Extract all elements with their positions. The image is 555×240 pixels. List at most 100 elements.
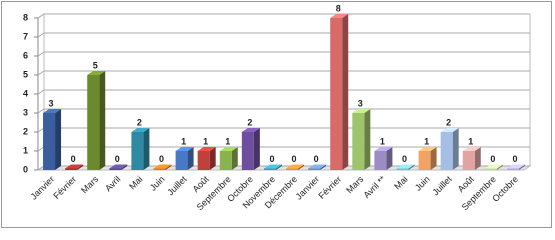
y-tick-label: 5 xyxy=(23,69,28,79)
bar xyxy=(153,168,166,170)
y-tick-label: 7 xyxy=(23,31,28,41)
bar xyxy=(175,151,188,170)
grid-line-side xyxy=(37,13,45,19)
bar-side xyxy=(408,164,415,170)
data-label: 5 xyxy=(93,60,98,70)
grid-line-side xyxy=(37,32,45,38)
y-tick-label: 6 xyxy=(23,50,28,60)
data-label: 0 xyxy=(71,154,76,164)
bar-top xyxy=(374,147,393,151)
bar-top xyxy=(396,164,415,169)
bar xyxy=(484,168,497,170)
grid-line-side xyxy=(37,146,45,152)
page: {"chart_data": {"type": "bar", "categori… xyxy=(1,1,552,228)
data-label: 0 xyxy=(269,154,274,164)
bar-side xyxy=(430,147,437,170)
bar-side xyxy=(474,147,481,170)
bar-side xyxy=(452,128,459,170)
y-tick-label: 2 xyxy=(23,126,28,136)
grid-line-side xyxy=(37,127,45,133)
bar xyxy=(131,132,144,170)
bar-side xyxy=(143,128,150,170)
data-label: 1 xyxy=(225,136,230,146)
bar-side xyxy=(518,164,525,170)
bar xyxy=(87,75,100,170)
data-label: 8 xyxy=(336,3,341,13)
data-label: 1 xyxy=(468,136,473,146)
data-label: 0 xyxy=(115,154,120,164)
bar xyxy=(330,18,343,170)
data-label: 3 xyxy=(358,98,363,108)
bar xyxy=(219,151,232,170)
bar-top xyxy=(330,14,349,18)
grid-line-side xyxy=(37,89,45,95)
bar xyxy=(286,168,299,170)
bar-side xyxy=(386,147,393,170)
bar-side xyxy=(253,128,260,170)
bar xyxy=(241,132,254,170)
bar-top xyxy=(263,164,282,169)
y-tick-label: 4 xyxy=(23,88,28,98)
bar-top xyxy=(175,147,194,151)
bar-side xyxy=(275,164,282,170)
data-label: 1 xyxy=(203,136,208,146)
data-label: 0 xyxy=(402,154,407,164)
bar xyxy=(308,168,321,170)
data-label: 0 xyxy=(314,154,319,164)
grid-line-side xyxy=(37,108,45,114)
bar-side xyxy=(298,164,305,170)
bar xyxy=(462,151,475,170)
bar-side xyxy=(55,109,62,170)
bar-side xyxy=(121,164,128,170)
bar xyxy=(396,168,409,170)
bar xyxy=(109,168,122,170)
bar-top xyxy=(43,109,62,113)
bar-top xyxy=(352,109,371,113)
data-label: 3 xyxy=(49,98,54,108)
bar-top xyxy=(308,164,327,169)
bar-side xyxy=(496,164,503,170)
data-label: 2 xyxy=(137,117,142,127)
y-tick-label: 1 xyxy=(23,145,28,155)
bar xyxy=(65,168,78,170)
grid-line-side xyxy=(37,51,45,57)
bar-top xyxy=(109,164,128,169)
y-tick-label: 0 xyxy=(23,164,28,174)
y-tick-label: 3 xyxy=(23,107,28,117)
data-label: 0 xyxy=(292,154,297,164)
data-label: 1 xyxy=(424,136,429,146)
grid-line-side xyxy=(37,165,45,171)
bar-top xyxy=(219,147,238,151)
data-label: 2 xyxy=(247,117,252,127)
bar-top xyxy=(506,164,525,169)
bar-top xyxy=(484,164,503,169)
bar xyxy=(43,113,56,170)
bar xyxy=(440,132,453,170)
bar-side xyxy=(231,147,238,170)
bar-top xyxy=(131,128,150,132)
bar xyxy=(374,151,387,170)
data-label: 0 xyxy=(490,154,495,164)
bar-side xyxy=(99,71,106,170)
bar-side xyxy=(320,164,327,170)
bar xyxy=(506,168,519,170)
bar-side xyxy=(165,164,172,170)
bar-top xyxy=(462,147,481,151)
bar-side xyxy=(364,109,371,170)
bar-top xyxy=(241,128,260,132)
bar-side xyxy=(342,14,349,170)
bar-top xyxy=(286,164,305,169)
bar xyxy=(352,113,365,170)
bar-top xyxy=(65,164,84,169)
data-label: 0 xyxy=(159,154,164,164)
bar xyxy=(197,151,210,170)
chart: 0123456783Janvier0Février5Mars0Avril2Mai… xyxy=(1,1,552,228)
bar-side xyxy=(209,147,216,170)
y-tick-label: 8 xyxy=(23,12,28,22)
bar-top xyxy=(418,147,437,151)
bar-top xyxy=(87,71,106,75)
bar-side xyxy=(77,164,84,170)
bar-side xyxy=(187,147,194,170)
bar xyxy=(418,151,431,170)
grid-line-side xyxy=(37,70,45,76)
